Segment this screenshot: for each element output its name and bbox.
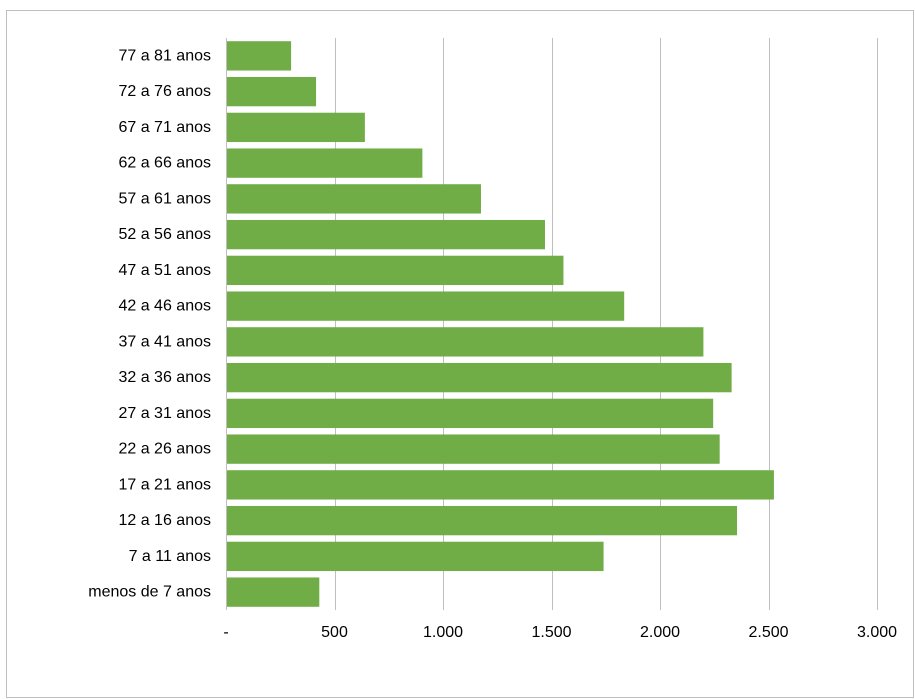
category-label: 17 a 21 anos <box>118 476 211 493</box>
category-labels: 77 a 81 anos 72 a 76 anos 67 a 71 anos 62 a… <box>88 47 211 600</box>
category-label: 57 a 61 anos <box>118 190 211 207</box>
bar <box>226 470 774 500</box>
category-label: 22 a 26 anos <box>118 441 211 458</box>
bar <box>226 148 423 178</box>
bar <box>226 362 732 393</box>
bars <box>226 41 774 607</box>
x-tick-label: 2.500 <box>748 624 788 641</box>
bar <box>226 41 292 71</box>
x-tick-label: 500 <box>321 624 348 641</box>
category-label: 47 a 51 anos <box>118 262 211 279</box>
x-tick-labels: - 500 1.000 1.500 2.000 2.500 3.000 <box>223 624 897 641</box>
category-label: 37 a 41 anos <box>118 333 211 350</box>
category-label: 42 a 46 anos <box>118 298 211 315</box>
bar <box>226 434 720 464</box>
x-tick-label: 1.000 <box>423 624 463 641</box>
bar <box>226 398 714 429</box>
bar <box>226 291 625 321</box>
x-tick-label: 1.500 <box>531 624 571 641</box>
bar <box>226 255 564 286</box>
category-label: 27 a 31 anos <box>118 405 211 422</box>
bar <box>226 219 545 250</box>
category-label: 77 a 81 anos <box>118 47 211 64</box>
category-label: 67 a 71 anos <box>118 119 211 136</box>
bar <box>226 184 481 214</box>
category-label: menos de 7 anos <box>88 584 211 601</box>
bar <box>226 577 320 607</box>
x-tick-label: - <box>223 624 228 641</box>
bar <box>226 327 704 357</box>
x-tick-label: 3.000 <box>857 624 897 641</box>
category-label: 72 a 76 anos <box>118 83 211 100</box>
bar <box>226 541 604 572</box>
category-label: 32 a 36 anos <box>118 369 211 386</box>
category-label: 12 a 16 anos <box>118 512 211 529</box>
category-label: 62 a 66 anos <box>118 155 211 172</box>
bar <box>226 112 365 143</box>
bar <box>226 76 317 107</box>
bar <box>226 505 738 536</box>
category-label: 52 a 56 anos <box>118 226 211 243</box>
category-label: 7 a 11 anos <box>129 548 211 565</box>
x-tick-label: 2.000 <box>640 624 680 641</box>
